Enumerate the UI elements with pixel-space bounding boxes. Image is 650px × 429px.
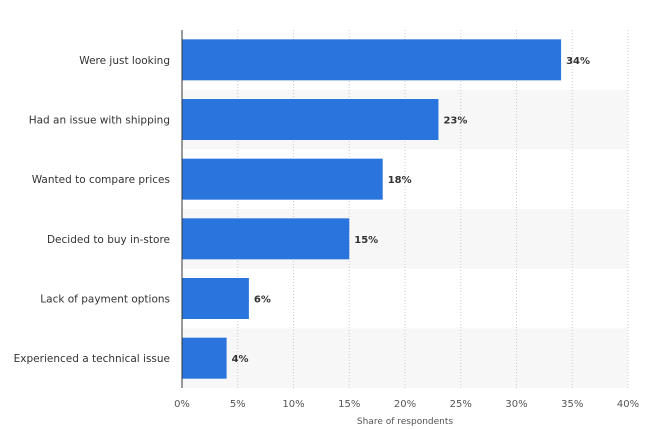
bar <box>182 158 383 200</box>
bars <box>182 39 562 379</box>
category-labels: Were just looking Had an issue with shipp… <box>14 55 170 365</box>
category-label: Had an issue with shipping <box>29 115 170 127</box>
x-tick-label: 10% <box>282 399 304 410</box>
x-tick-labels: 0% 5% 10% 15% 20% 25% 30% 35% 40% <box>174 399 639 410</box>
data-label: 23% <box>443 116 467 127</box>
category-label: Decided to buy in-store <box>47 234 170 246</box>
data-label: 6% <box>254 295 271 306</box>
category-label: Wanted to compare prices <box>32 174 170 186</box>
category-label: Lack of payment options <box>40 294 170 306</box>
data-label: 18% <box>388 175 412 186</box>
bar <box>182 99 439 140</box>
x-tick-label: 5% <box>230 399 246 410</box>
row-band <box>182 328 628 388</box>
bar <box>182 278 249 319</box>
data-label: 34% <box>566 56 590 67</box>
x-tick-label: 20% <box>394 399 416 410</box>
data-labels: 34% 23% 18% 15% 6% 4% <box>232 56 590 365</box>
bar <box>182 39 562 81</box>
x-tick-label: 15% <box>338 399 360 410</box>
x-tick-label: 30% <box>505 399 527 410</box>
x-axis-title: Share of respondents <box>357 417 454 427</box>
data-label: 4% <box>232 354 249 365</box>
bar <box>182 337 227 379</box>
x-tick-label: 35% <box>561 399 583 410</box>
x-tick-label: 40% <box>617 399 639 410</box>
data-label: 15% <box>354 235 378 246</box>
category-label: Experienced a technical issue <box>14 353 170 365</box>
x-tick-label: 0% <box>174 399 190 410</box>
x-tick-label: 25% <box>450 399 472 410</box>
bar <box>182 218 350 260</box>
category-label: Were just looking <box>79 55 170 67</box>
